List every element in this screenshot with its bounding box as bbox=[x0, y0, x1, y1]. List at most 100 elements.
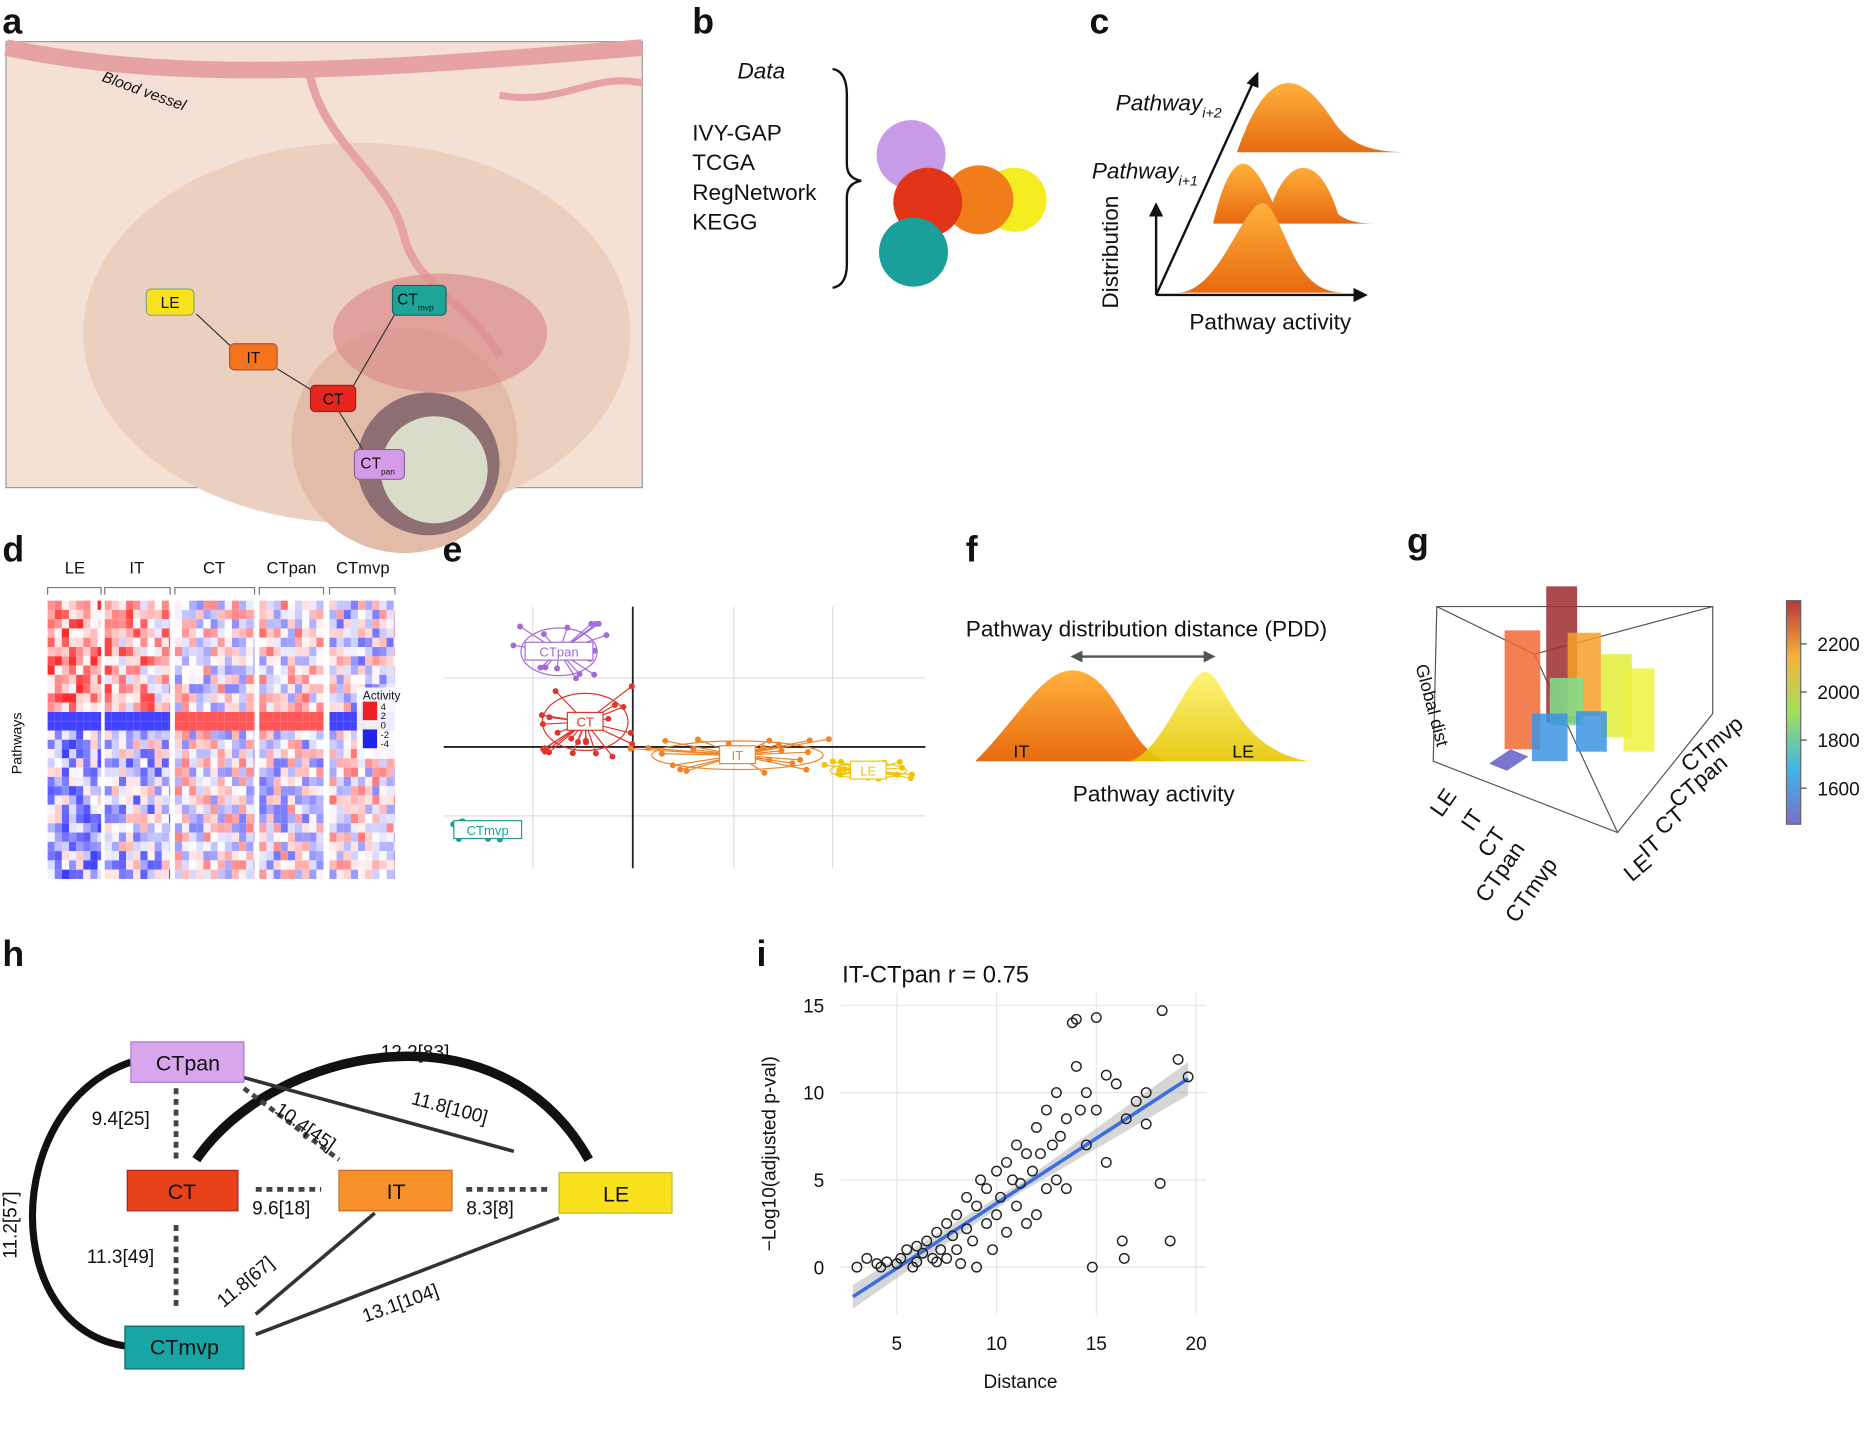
heatmap-cell bbox=[372, 628, 380, 638]
heatmap-cell bbox=[273, 767, 281, 777]
heatmap-cell bbox=[126, 823, 134, 833]
heatmap-cell bbox=[47, 730, 55, 740]
network-disc bbox=[878, 217, 948, 287]
heatmap-cell bbox=[83, 739, 91, 750]
heatmap-cell bbox=[47, 684, 55, 694]
heatmap-cell bbox=[294, 628, 303, 638]
heatmap-cell bbox=[266, 841, 274, 852]
heatmap-cell bbox=[69, 721, 77, 731]
distribution bbox=[1129, 671, 1309, 762]
heatmap-cell bbox=[273, 758, 281, 768]
heatmap-cell bbox=[350, 749, 359, 759]
heatmap-cell bbox=[343, 804, 351, 815]
heatmap-cell bbox=[239, 804, 247, 815]
heatmap-cell bbox=[294, 804, 303, 815]
heatmap-cell bbox=[294, 776, 303, 787]
heatmap-cell bbox=[104, 823, 112, 833]
heatmap-cell bbox=[316, 609, 324, 620]
heatmap-cell bbox=[273, 693, 281, 703]
heatmap-cell bbox=[126, 758, 134, 768]
heatmap-cell bbox=[133, 656, 141, 666]
heatmap-cell bbox=[343, 860, 351, 870]
heatmap-cell bbox=[126, 600, 134, 610]
heatmap-cell bbox=[336, 637, 344, 648]
cluster-point bbox=[510, 642, 517, 649]
heatmap-cell bbox=[287, 637, 295, 648]
heatmap-cell bbox=[140, 776, 148, 787]
heatmap-cell bbox=[287, 739, 295, 750]
heatmap-cell bbox=[118, 804, 127, 815]
heatmap-cell bbox=[253, 841, 255, 852]
heatmap-cell bbox=[154, 619, 162, 629]
cluster-point bbox=[761, 769, 768, 776]
point bbox=[1026, 1165, 1038, 1177]
point bbox=[851, 1261, 863, 1273]
heatmap-cell bbox=[154, 814, 162, 824]
heatmap-cell bbox=[111, 804, 119, 815]
heatmap-cell bbox=[266, 730, 274, 740]
heatmap-cell bbox=[266, 776, 274, 787]
heatmap-cell bbox=[217, 637, 225, 648]
heatmap-cell bbox=[239, 869, 247, 879]
node-label: CTmvp bbox=[397, 291, 434, 312]
heatmap-cell bbox=[329, 786, 337, 796]
heatmap-cell bbox=[253, 711, 255, 722]
heatmap-cell bbox=[61, 739, 70, 750]
heatmap-cell bbox=[246, 665, 254, 675]
heatmap-cell bbox=[97, 786, 102, 796]
legend-tick-label: 2 bbox=[381, 711, 386, 722]
heatmap-cell bbox=[76, 628, 84, 638]
heatmap-cell bbox=[309, 619, 317, 629]
heatmap-cell bbox=[217, 674, 225, 685]
heatmap-cell bbox=[336, 665, 344, 675]
heatmap-cell bbox=[350, 823, 359, 833]
heatmap-cell bbox=[379, 823, 387, 833]
heatmap-cell bbox=[54, 851, 62, 861]
heatmap-cell bbox=[329, 647, 337, 657]
heatmap-cell bbox=[246, 600, 254, 610]
heatmap-cell bbox=[239, 684, 247, 694]
heatmap-cell bbox=[69, 749, 77, 759]
heatmap-cell bbox=[273, 637, 281, 648]
heatmap-cell bbox=[83, 851, 91, 861]
heatmap-cell bbox=[358, 795, 366, 805]
heatmap-cell bbox=[217, 804, 225, 815]
heatmap-cell bbox=[217, 684, 225, 694]
heatmap-cell bbox=[168, 730, 171, 740]
heatmap-cell bbox=[168, 869, 171, 879]
heatmap-cell bbox=[217, 758, 225, 768]
heatmap-cell bbox=[76, 739, 84, 750]
heatmap-cell bbox=[61, 647, 70, 657]
heatmap-cell bbox=[336, 814, 344, 824]
heatmap-cell bbox=[97, 804, 102, 815]
cluster-point bbox=[683, 767, 690, 774]
heatmap-cell bbox=[54, 749, 62, 759]
heatmap-cell bbox=[140, 869, 148, 879]
heatmap-cell bbox=[246, 804, 254, 815]
cluster-point bbox=[694, 736, 701, 743]
heatmap-cell bbox=[69, 786, 77, 796]
heatmap-cell bbox=[302, 674, 310, 685]
point bbox=[1030, 1209, 1042, 1221]
heatmap-cell bbox=[343, 795, 351, 805]
x-tick-label: 5 bbox=[891, 1334, 902, 1355]
node-box bbox=[391, 284, 447, 316]
heatmap-cell bbox=[239, 693, 247, 703]
heatmap-cell bbox=[224, 804, 232, 815]
column-label: CTpan bbox=[266, 558, 316, 577]
heatmap-cell bbox=[386, 647, 394, 657]
heatmap-cell bbox=[379, 758, 387, 768]
heatmap-cell bbox=[294, 609, 303, 620]
heatmap-cell bbox=[309, 786, 317, 796]
heatmap-cell bbox=[154, 656, 162, 666]
distribution bbox=[1177, 203, 1345, 293]
heatmap-cell bbox=[47, 841, 55, 852]
heatmap-cell bbox=[126, 749, 134, 759]
heatmap-cell bbox=[246, 795, 254, 805]
heatmap-cell bbox=[140, 693, 148, 703]
heatmap-cell bbox=[111, 786, 119, 796]
edge bbox=[192, 1051, 593, 1163]
colorbar bbox=[1785, 600, 1802, 825]
heatmap-cell bbox=[253, 832, 255, 842]
heatmap-cell bbox=[379, 795, 387, 805]
